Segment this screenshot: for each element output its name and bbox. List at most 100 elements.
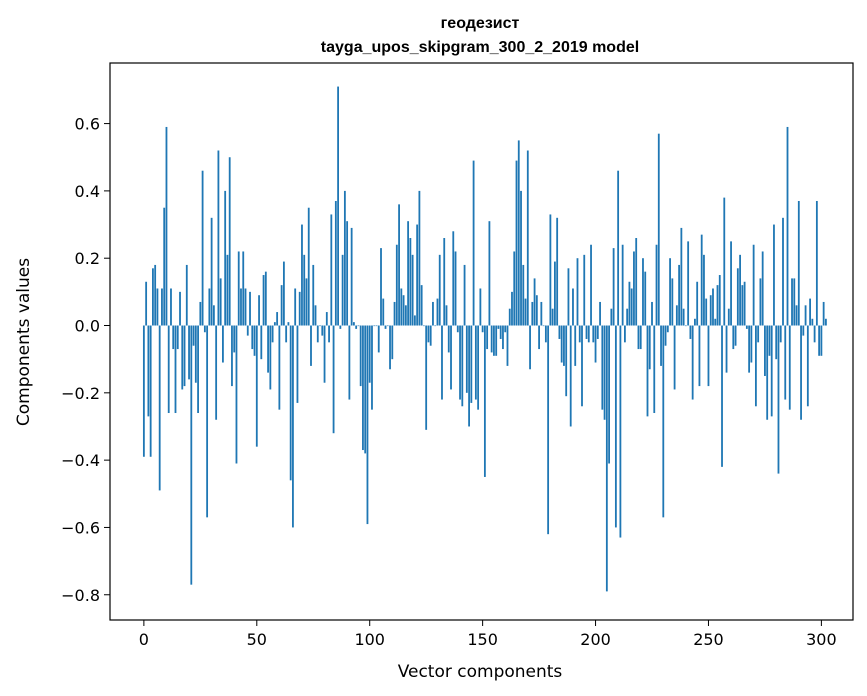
bar-39 [231, 325, 233, 387]
bar-173 [533, 278, 536, 326]
bar-274 [761, 251, 764, 326]
bar-7 [158, 325, 161, 491]
bar-3 [149, 325, 152, 457]
bar-72 [305, 278, 308, 326]
bar-297 [813, 325, 816, 343]
bar-263 [736, 268, 739, 326]
bar-76 [314, 305, 317, 326]
bar-48 [251, 325, 254, 350]
bar-155 [493, 325, 495, 356]
y-tick-label: 0.2 [75, 249, 100, 268]
bar-231 [664, 325, 667, 346]
bar-11 [167, 325, 170, 414]
bar-290 [797, 200, 800, 326]
x-tick-label: 150 [467, 630, 498, 649]
bar-113 [398, 204, 400, 326]
bar-199 [592, 325, 595, 343]
bar-23 [194, 325, 197, 383]
bar-221 [642, 258, 644, 326]
bar-112 [395, 244, 398, 326]
bar-25 [199, 301, 202, 326]
bar-197 [587, 325, 590, 343]
x-tick-label: 100 [354, 630, 385, 649]
bar-295 [809, 298, 811, 326]
bar-244 [694, 318, 696, 326]
x-tick-label: 200 [580, 630, 611, 649]
x-tick-label: 300 [806, 630, 837, 649]
bar-158 [499, 325, 502, 339]
bar-84 [332, 325, 335, 434]
bar-67 [294, 288, 297, 326]
bar-146 [472, 160, 475, 326]
bar-122 [418, 190, 421, 326]
bar-209 [614, 325, 617, 528]
bar-65 [289, 325, 292, 481]
bar-107 [384, 325, 387, 329]
bar-22 [192, 325, 195, 346]
bar-116 [404, 305, 407, 326]
bar-298 [815, 200, 818, 326]
bar-1 [145, 281, 148, 326]
bar-136 [450, 325, 452, 390]
bar-57 [271, 325, 274, 343]
bar-282 [779, 325, 782, 343]
bar-236 [675, 305, 678, 326]
bar-131 [438, 254, 441, 326]
bar-151 [483, 325, 486, 477]
bar-300 [820, 325, 823, 356]
bar-277 [768, 325, 771, 356]
bar-211 [619, 325, 622, 538]
bar-229 [660, 325, 662, 366]
bar-153 [488, 221, 491, 326]
bar-188 [567, 268, 570, 326]
bar-70 [301, 224, 303, 326]
bar-61 [280, 285, 283, 326]
bar-161 [506, 325, 509, 366]
bar-71 [303, 254, 306, 326]
bar-252 [712, 288, 714, 326]
bar-29 [208, 288, 211, 326]
x-axis-label: Vector components [398, 662, 563, 682]
bar-31 [212, 305, 215, 326]
bar-129 [434, 325, 437, 327]
bar-249 [705, 298, 708, 326]
bar-89 [343, 190, 346, 326]
bar-159 [502, 325, 504, 350]
bar-132 [441, 325, 443, 400]
bar-223 [646, 325, 649, 417]
bar-35 [222, 325, 224, 363]
bar-218 [635, 238, 638, 326]
bar-77 [316, 325, 319, 343]
bar-114 [400, 288, 403, 326]
bar-165 [515, 160, 518, 326]
x-tick-label: 250 [693, 630, 724, 649]
bar-9 [163, 207, 166, 326]
bar-12 [170, 288, 172, 326]
bar-213 [624, 325, 626, 343]
bar-196 [585, 325, 588, 339]
bar-292 [802, 325, 805, 336]
bar-208 [612, 248, 615, 326]
bar-219 [637, 325, 640, 350]
bar-167 [520, 190, 522, 326]
bar-239 [682, 308, 685, 326]
bar-82 [328, 325, 330, 343]
bar-280 [775, 325, 778, 360]
bar-250 [707, 325, 710, 387]
bar-95 [357, 325, 360, 327]
bar-215 [628, 281, 631, 326]
bar-75 [312, 264, 315, 326]
bar-13 [172, 325, 175, 350]
y-tick-label: −0.8 [61, 586, 100, 605]
bar-17 [181, 325, 184, 390]
bar-100 [368, 325, 371, 383]
bar-42 [237, 251, 240, 326]
bar-275 [764, 325, 766, 376]
bar-118 [409, 238, 412, 326]
bar-246 [698, 325, 701, 387]
bar-83 [330, 214, 333, 326]
bar-51 [258, 295, 260, 326]
bar-147 [474, 325, 477, 400]
bar-102 [373, 325, 376, 327]
bar-4 [152, 268, 154, 326]
